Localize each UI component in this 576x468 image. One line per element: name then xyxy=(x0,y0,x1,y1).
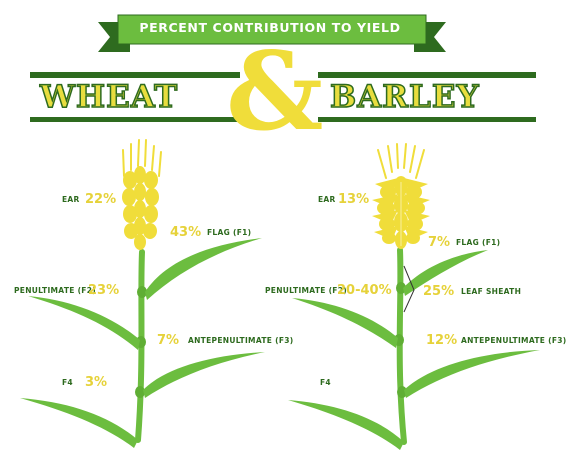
ampersand: & xyxy=(226,29,324,155)
title-ribbon xyxy=(98,14,446,52)
barley-f4-leaf xyxy=(288,400,404,450)
barley-flag-value: 7% xyxy=(428,235,451,250)
leaf-sheath-bracket xyxy=(403,265,415,313)
barley-ear xyxy=(372,143,430,249)
wheat-flag-leaf xyxy=(145,238,262,300)
banner-title: PERCENT CONTRIBUTION TO YIELD xyxy=(139,20,401,35)
barley-ear-value: 13% xyxy=(338,192,370,207)
wheat-penultimate-leaf xyxy=(28,296,140,350)
wheat-antepenultimate-value: 7% xyxy=(157,333,180,348)
wheat-antepenultimate-leaf xyxy=(143,352,265,398)
wheat-penultimate-value: 23% xyxy=(88,283,120,298)
wheat-title: WHEAT xyxy=(39,79,179,115)
wheat-flag-label: FLAG (F1) xyxy=(207,228,252,237)
barley-penultimate-value: 20-40% xyxy=(337,283,392,298)
barley-leaf-sheath-value: 25% xyxy=(423,284,455,299)
wheat-f4-value: 3% xyxy=(85,375,108,390)
barley-ear-label: EAR xyxy=(318,195,336,204)
barley-antepenultimate-label: ANTEPENULTIMATE (F3) xyxy=(461,336,567,345)
barley-plant xyxy=(288,143,540,450)
wheat-ear-label: EAR xyxy=(62,195,80,204)
wheat-f4-label: F4 xyxy=(62,378,73,387)
barley-antepenultimate-value: 12% xyxy=(426,333,458,348)
header-rules xyxy=(30,72,536,122)
wheat-ear-value: 22% xyxy=(85,192,117,207)
barley-penultimate-leaf xyxy=(292,298,398,348)
wheat-stem xyxy=(135,249,145,443)
wheat-f4-leaf xyxy=(20,398,138,448)
wheat-antepenultimate-label: ANTEPENULTIMATE (F3) xyxy=(188,336,294,345)
barley-f4-label: F4 xyxy=(320,378,331,387)
barley-flag-leaf xyxy=(403,250,488,296)
barley-flag-label: FLAG (F1) xyxy=(456,238,501,247)
barley-stem xyxy=(396,247,407,445)
barley-title: BARLEY xyxy=(329,79,480,115)
wheat-penultimate-label: PENULTIMATE (F2) xyxy=(14,286,96,295)
wheat-ear xyxy=(122,139,162,250)
wheat-plant xyxy=(20,139,265,448)
barley-antepenultimate-leaf xyxy=(404,350,540,398)
barley-penultimate-label: PENULTIMATE (F2) xyxy=(265,286,347,295)
barley-leaf-sheath-label: LEAF SHEATH xyxy=(461,287,522,296)
wheat-flag-value: 43% xyxy=(170,225,202,240)
